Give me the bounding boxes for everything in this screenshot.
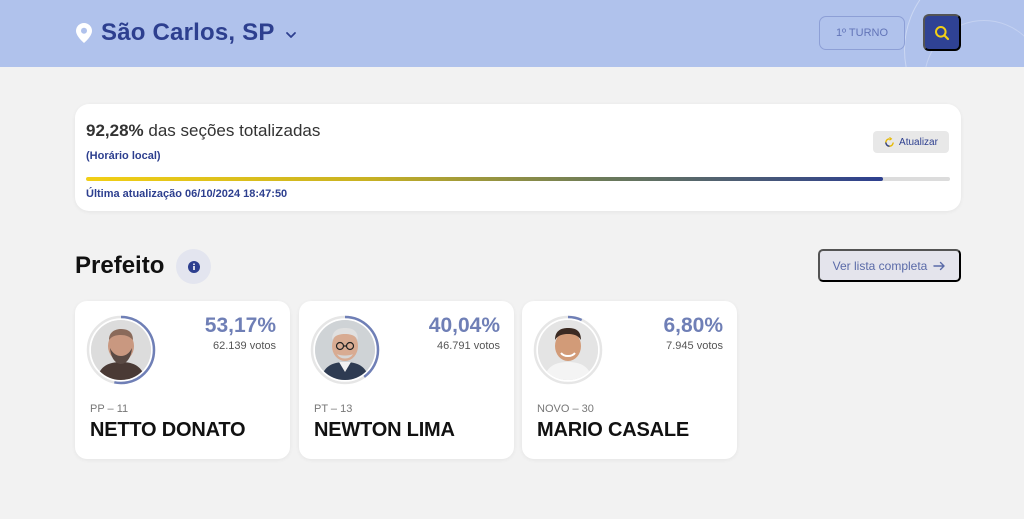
view-full-list-label: Ver lista completa xyxy=(832,258,928,273)
map-pin-icon xyxy=(76,23,92,43)
candidate-card[interactable]: 53,17% 62.139 votos PP – 11 NETTO DONATO xyxy=(75,301,290,459)
search-button[interactable] xyxy=(923,14,961,51)
totalization-progress-bar xyxy=(86,177,950,181)
candidate-votes: 62.139 votos xyxy=(213,340,276,352)
candidate-votes: 7.945 votos xyxy=(666,340,723,352)
candidate-card[interactable]: 40,04% 46.791 votos PT – 13 NEWTON LIMA xyxy=(299,301,514,459)
local-time-note: (Horário local) xyxy=(86,150,161,162)
candidate-percent: 53,17% xyxy=(204,314,276,337)
candidate-photo xyxy=(315,320,375,380)
search-icon xyxy=(935,25,950,40)
totalization-progress-fill xyxy=(86,177,884,181)
last-update-timestamp: Última atualização 06/10/2024 18:47:50 xyxy=(86,188,288,200)
candidate-percent: 40,04% xyxy=(428,314,500,337)
header-bar: São Carlos, SP 1º TURNO xyxy=(0,0,1024,67)
location-selector[interactable]: São Carlos, SP xyxy=(76,16,297,50)
candidate-name: NETTO DONATO xyxy=(90,419,246,441)
totalization-status-card: 92,28% das seções totalizadas (Horário l… xyxy=(75,104,961,211)
vote-share-ring xyxy=(86,315,156,385)
totalization-percent: 92,28% xyxy=(86,121,144,140)
view-full-list-button[interactable]: Ver lista completa xyxy=(818,249,961,282)
totalization-title-text: das seções totalizadas xyxy=(143,121,321,140)
arrow-right-icon xyxy=(933,261,946,270)
candidate-card[interactable]: 6,80% 7.945 votos NOVO – 30 MARIO CASALE xyxy=(522,301,737,459)
turno-button[interactable]: 1º TURNO xyxy=(819,16,905,50)
candidate-party: PP – 11 xyxy=(90,403,129,415)
section-title: Prefeito xyxy=(75,252,165,279)
city-name: São Carlos, SP xyxy=(101,19,275,46)
chevron-down-icon xyxy=(285,32,296,38)
candidate-photo xyxy=(91,320,151,380)
vote-share-ring xyxy=(310,315,380,385)
candidate-name: NEWTON LIMA xyxy=(314,419,455,441)
refresh-icon xyxy=(885,136,894,147)
candidate-party: NOVO – 30 xyxy=(537,403,594,415)
refresh-button-label: Atualizar xyxy=(899,136,938,148)
totalization-title: 92,28% das seções totalizadas xyxy=(86,121,320,141)
candidate-party: PT – 13 xyxy=(314,403,353,415)
info-button[interactable] xyxy=(176,249,211,284)
candidate-percent: 6,80% xyxy=(663,314,723,337)
vote-share-ring xyxy=(533,315,603,385)
candidate-name: MARIO CASALE xyxy=(537,419,690,441)
candidate-votes: 46.791 votos xyxy=(437,340,500,352)
refresh-button[interactable]: Atualizar xyxy=(873,131,949,153)
candidate-photo xyxy=(538,320,598,380)
info-icon xyxy=(187,260,200,273)
